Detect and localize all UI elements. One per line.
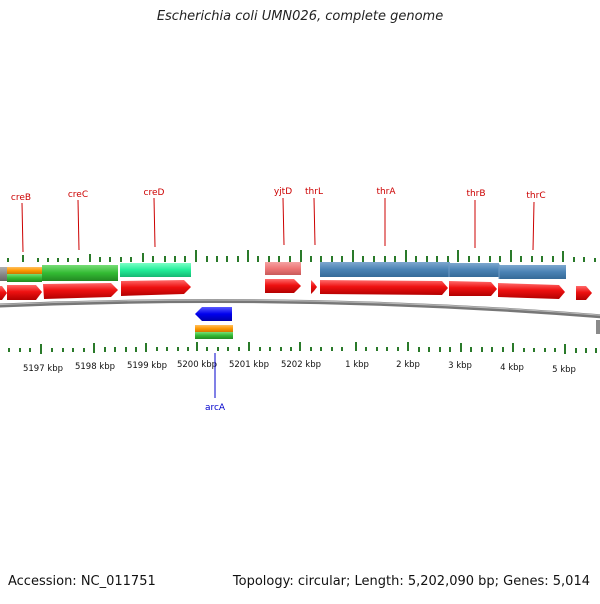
genome-summary: Topology: circular; Length: 5,202,090 bp… bbox=[232, 574, 590, 589]
reverse-track bbox=[195, 307, 233, 339]
green-feature-creC[interactable] bbox=[42, 265, 118, 281]
pink-feature-yjtD[interactable] bbox=[265, 262, 301, 275]
gene-labels: creB creC creD yjtD thrL thrA thrB thrC bbox=[11, 187, 546, 203]
gray-feature[interactable] bbox=[0, 267, 8, 281]
cds-arrow-thrC[interactable] bbox=[498, 283, 565, 299]
gene-label-thrC[interactable]: thrC bbox=[526, 191, 545, 201]
steel-feature-thrA[interactable] bbox=[320, 262, 450, 277]
gene-label-thrB[interactable]: thrB bbox=[466, 189, 485, 199]
backbone-end-cap bbox=[596, 320, 600, 334]
scale-label: 5199 kbp bbox=[127, 361, 167, 371]
gene-label-leaders bbox=[21, 197, 535, 253]
cds-arrow[interactable] bbox=[0, 286, 7, 300]
scale-label: 5201 kbp bbox=[229, 360, 269, 370]
map-title: Escherichia coli UMN026, complete genome bbox=[156, 9, 444, 24]
gene-label-creD[interactable]: creD bbox=[144, 188, 165, 198]
scale-label: 3 kbp bbox=[448, 361, 472, 371]
scale-label: 5200 kbp bbox=[177, 360, 217, 370]
cds-arrow-thrA[interactable] bbox=[320, 280, 448, 295]
gene-label-yjtD[interactable]: yjtD bbox=[274, 187, 292, 197]
gene-label-creC[interactable]: creC bbox=[68, 190, 88, 200]
orange-feature-creB[interactable] bbox=[7, 267, 42, 274]
gene-label-creB[interactable]: creB bbox=[11, 193, 31, 203]
upper-tick-row bbox=[7, 250, 596, 262]
genome-backbone bbox=[0, 298, 600, 319]
gene-label-thrL[interactable]: thrL bbox=[305, 187, 323, 197]
accession-label: Accession: NC_011751 bbox=[8, 574, 156, 589]
lower-tick-row bbox=[8, 342, 597, 354]
scale-label: 1 kbp bbox=[345, 360, 369, 370]
cds-arrow-yjtD[interactable] bbox=[265, 279, 301, 293]
scale-label: 5 kbp bbox=[552, 365, 576, 375]
cds-arrow-thrB[interactable] bbox=[449, 281, 497, 296]
scale-label: 4 kbp bbox=[500, 363, 524, 373]
mint-feature-creD[interactable] bbox=[120, 263, 191, 277]
cds-arrow-partial[interactable] bbox=[576, 286, 592, 300]
cds-arrow-creB[interactable] bbox=[7, 285, 42, 300]
steel-feature-thrC[interactable] bbox=[499, 265, 566, 279]
orange-feature-arcA[interactable] bbox=[195, 325, 233, 332]
steel-feature-thrB[interactable] bbox=[449, 263, 499, 277]
gene-label-thrA[interactable]: thrA bbox=[376, 187, 396, 197]
green-feature-arcA[interactable] bbox=[195, 332, 233, 339]
scale-label: 2 kbp bbox=[396, 360, 420, 370]
cds-arrow-creD[interactable] bbox=[121, 280, 191, 296]
cds-reverse-arrow-arcA[interactable] bbox=[195, 307, 232, 321]
cds-arrow-creC[interactable] bbox=[43, 283, 118, 299]
cds-arrow-thrL[interactable] bbox=[311, 280, 317, 294]
scale-label: 5198 kbp bbox=[75, 362, 115, 372]
green-feature-creB[interactable] bbox=[7, 274, 42, 282]
cds-forward-track bbox=[0, 279, 592, 300]
scale-labels: 5197 kbp 5198 kbp 5199 kbp 5200 kbp 5201… bbox=[23, 360, 576, 375]
scale-label: 5197 kbp bbox=[23, 364, 63, 374]
scale-label: 5202 kbp bbox=[281, 360, 321, 370]
gene-label-arcA[interactable]: arcA bbox=[205, 403, 226, 413]
feature-track bbox=[0, 262, 566, 282]
